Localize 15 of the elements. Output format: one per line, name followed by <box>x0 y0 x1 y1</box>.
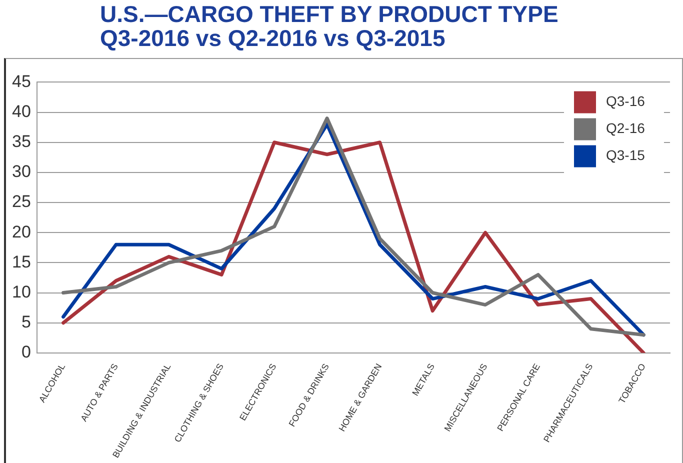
y-tick-label: 20 <box>12 222 31 242</box>
y-tick-label: 0 <box>21 342 31 362</box>
legend-label: Q3-15 <box>606 147 646 164</box>
y-tick-label: 25 <box>12 192 31 212</box>
chart-subtitle: Q3-2016 vs Q2-2016 vs Q3-2015 <box>100 25 446 51</box>
y-tick-label: 35 <box>12 132 31 152</box>
y-tick-label: 10 <box>12 282 31 302</box>
y-tick-label: 40 <box>12 102 31 121</box>
legend-label: Q2-16 <box>606 120 646 136</box>
legend-label: Q3-16 <box>606 93 646 110</box>
y-tick-label: 5 <box>21 312 31 332</box>
chart-title: U.S.—CARGO THEFT BY PRODUCT TYPE <box>100 1 558 27</box>
y-tick-label: 15 <box>12 252 31 272</box>
y-tick-label: 45 <box>12 72 31 91</box>
y-tick-label: 30 <box>12 162 31 182</box>
